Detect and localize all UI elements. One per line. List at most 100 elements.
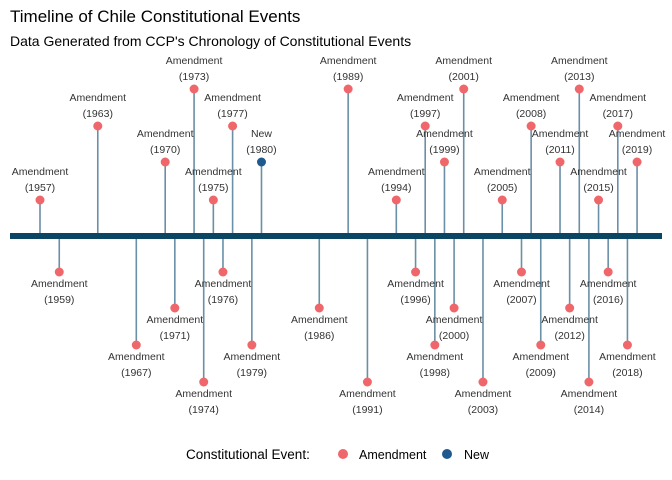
event-year-label-1986: (1986)	[304, 330, 334, 342]
event-type-label-2008: Amendment	[503, 92, 560, 104]
event-type-label-1971: Amendment	[147, 314, 204, 326]
event-type-label-1979: Amendment	[224, 351, 281, 363]
event-type-label-1963: Amendment	[69, 92, 126, 104]
legend-amendment-label: Amendment	[359, 448, 427, 462]
event-points	[35, 84, 642, 387]
event-type-label-2011: Amendment	[532, 128, 589, 140]
event-type-label-1957: Amendment	[12, 166, 69, 178]
event-type-label-1986: Amendment	[291, 314, 348, 326]
event-type-label-1991: Amendment	[339, 388, 396, 400]
event-year-label-1973: (1973)	[179, 71, 209, 83]
event-point-2018	[622, 340, 632, 350]
event-point-1994	[391, 195, 401, 205]
event-type-label-1959: Amendment	[31, 278, 88, 290]
event-type-label-2001: Amendment	[435, 55, 492, 67]
event-point-2017	[613, 121, 623, 131]
event-type-label-2013: Amendment	[551, 55, 608, 67]
chart-title: Timeline of Chile Constitutional Events	[10, 7, 300, 26]
legend-new-marker	[442, 449, 452, 459]
event-point-2003	[478, 377, 488, 387]
event-point-2005	[497, 195, 507, 205]
event-type-label-2005: Amendment	[474, 166, 531, 178]
event-point-1967	[131, 340, 141, 350]
event-point-2016	[603, 267, 613, 277]
event-year-label-1997: (1997)	[410, 108, 440, 120]
event-year-label-1977: (1977)	[217, 108, 247, 120]
event-point-2001	[459, 84, 469, 94]
event-year-label-2005: (2005)	[487, 182, 517, 194]
event-year-label-2015: (2015)	[583, 182, 613, 194]
event-year-label-2017: (2017)	[603, 108, 633, 120]
event-year-label-1970: (1970)	[150, 144, 180, 156]
event-year-label-2014: (2014)	[574, 404, 604, 416]
event-point-1959	[54, 267, 64, 277]
legend: Constitutional Event: Amendment New	[186, 447, 490, 462]
event-year-label-2000: (2000)	[439, 330, 469, 342]
event-point-2009	[536, 340, 546, 350]
event-point-1977	[228, 121, 238, 131]
event-year-label-1963: (1963)	[83, 108, 113, 120]
event-point-2019	[632, 157, 642, 167]
event-year-label-2009: (2009)	[526, 367, 556, 379]
event-type-label-2000: Amendment	[426, 314, 483, 326]
event-type-label-2016: Amendment	[580, 278, 637, 290]
event-year-label-1980: (1980)	[246, 144, 276, 156]
event-year-label-1989: (1989)	[333, 71, 363, 83]
event-type-label-1970: Amendment	[137, 128, 194, 140]
event-year-label-2019: (2019)	[622, 144, 652, 156]
event-year-label-2011: (2011)	[545, 144, 575, 156]
event-type-label-1997: Amendment	[397, 92, 454, 104]
event-year-label-1967: (1967)	[121, 367, 151, 379]
event-type-label-2012: Amendment	[541, 314, 598, 326]
event-year-label-2013: (2013)	[564, 71, 594, 83]
event-labels: Amendment (1957) Amendment (1959) Amendment (…	[12, 55, 666, 416]
event-type-label-1980: New	[251, 128, 272, 140]
event-year-label-2001: (2001)	[449, 71, 479, 83]
event-point-2008	[526, 121, 536, 131]
legend-title: Constitutional Event:	[186, 447, 310, 462]
event-type-label-2017: Amendment	[589, 92, 646, 104]
event-type-label-1976: Amendment	[195, 278, 252, 290]
event-point-2007	[517, 267, 526, 277]
event-type-label-2019: Amendment	[609, 128, 666, 140]
event-point-1970	[160, 157, 170, 167]
event-year-label-2008: (2008)	[516, 108, 546, 120]
event-year-label-1957: (1957)	[25, 182, 55, 194]
event-year-label-1975: (1975)	[198, 182, 228, 194]
event-year-label-1971: (1971)	[160, 330, 190, 342]
event-type-label-2014: Amendment	[561, 388, 618, 400]
event-year-label-2018: (2018)	[612, 367, 642, 379]
event-year-label-2012: (2012)	[554, 330, 584, 342]
event-year-label-1994: (1994)	[381, 182, 411, 194]
event-type-label-1974: Amendment	[175, 388, 232, 400]
event-point-1979	[247, 340, 257, 350]
event-type-label-2007: Amendment	[493, 278, 550, 290]
event-type-label-2015: Amendment	[570, 166, 627, 178]
chart-subtitle: Data Generated from CCP's Chronology of …	[10, 33, 411, 49]
event-type-label-1998: Amendment	[407, 351, 464, 363]
event-type-label-1994: Amendment	[368, 166, 425, 178]
event-point-1991	[362, 377, 372, 387]
legend-amendment-marker	[338, 449, 348, 459]
event-point-1975	[208, 195, 218, 205]
event-point-1997	[420, 121, 430, 131]
event-point-1963	[93, 121, 103, 131]
event-type-label-1996: Amendment	[387, 278, 444, 290]
event-type-label-2018: Amendment	[599, 351, 656, 363]
event-type-label-1977: Amendment	[204, 92, 261, 104]
event-year-label-1974: (1974)	[189, 404, 219, 416]
event-point-1957	[35, 195, 45, 205]
event-point-1999	[439, 157, 449, 167]
event-point-1998	[430, 340, 440, 350]
event-type-label-2009: Amendment	[512, 351, 569, 363]
event-year-label-2003: (2003)	[468, 404, 498, 416]
event-year-label-2016: (2016)	[593, 294, 623, 306]
event-year-label-1998: (1998)	[420, 367, 450, 379]
event-type-label-1973: Amendment	[166, 55, 223, 67]
event-point-1971	[170, 303, 180, 313]
event-point-2011	[555, 157, 565, 167]
event-stems	[39, 89, 638, 382]
event-type-label-1989: Amendment	[320, 55, 377, 67]
event-year-label-1959: (1959)	[44, 294, 74, 306]
